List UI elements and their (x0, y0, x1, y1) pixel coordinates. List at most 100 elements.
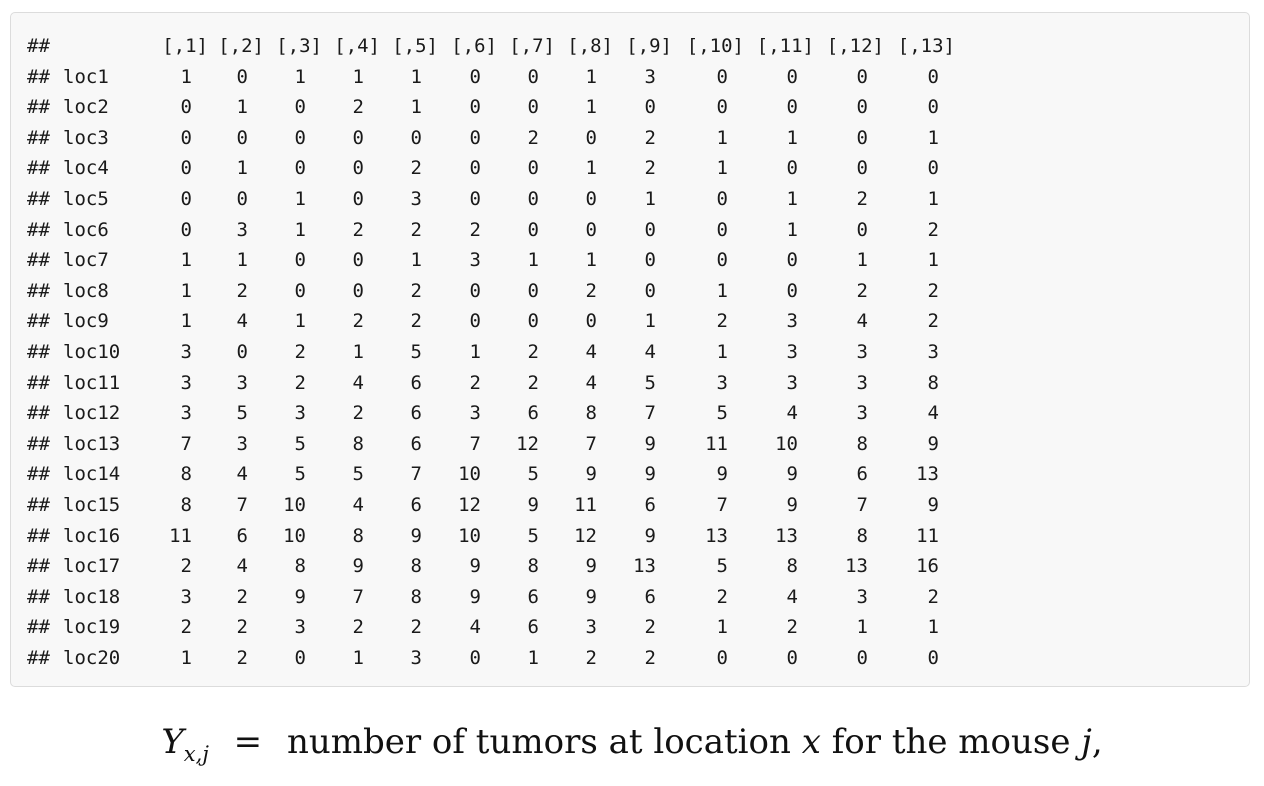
matrix-cell: 0 (927, 647, 939, 669)
matrix-cell: 9 (410, 524, 422, 547)
matrix-cell: 1 (180, 249, 192, 272)
matrix-cell: 12 (516, 432, 539, 455)
matrix-cell: 0 (236, 65, 248, 88)
column-header: [,1] (162, 35, 208, 57)
matrix-cell: 0 (716, 65, 728, 88)
matrix-cell: 0 (469, 647, 481, 669)
matrix-cell: 1 (236, 96, 248, 119)
matrix-cell: 0 (236, 188, 248, 210)
row-label: loc13 (63, 432, 121, 455)
matrix-row: ## loc5 0 0 1 0 3 0 0 0 1 0 1 2 1 (27, 184, 1237, 214)
matrix-cell: 1 (585, 65, 597, 88)
matrix-cell: 1 (180, 310, 192, 333)
matrix-row: ## loc14 8 4 5 5 7 10 5 9 9 9 9 6 13 (27, 459, 1237, 489)
code-prompt: ## (27, 647, 50, 669)
matrix-cell: 1 (786, 126, 798, 149)
matrix-cell: 6 (410, 432, 422, 455)
matrix-cell: 1 (294, 188, 306, 210)
matrix-cell: 2 (236, 279, 248, 302)
matrix-cell: 11 (916, 524, 939, 547)
matrix-cell: 0 (786, 96, 798, 119)
row-label: loc10 (63, 341, 121, 363)
matrix-row: ## loc18 3 2 9 7 8 9 6 9 6 2 4 3 2 (27, 582, 1237, 612)
matrix-cell: 3 (294, 616, 306, 639)
matrix-cell: 7 (469, 432, 481, 455)
formula-variable-x: x (801, 722, 821, 762)
matrix-row: ## loc12 3 5 3 2 6 3 6 8 7 5 4 3 4 (27, 398, 1237, 428)
matrix-cell: 5 (352, 463, 364, 486)
matrix-cell: 0 (585, 310, 597, 333)
formula-variable-y: Y (161, 722, 184, 762)
matrix-cell: 0 (180, 96, 192, 119)
matrix-cell: 3 (856, 402, 868, 425)
formula-subscript: x,j (183, 741, 209, 766)
matrix-cell: 0 (585, 126, 597, 149)
matrix-cell: 1 (180, 65, 192, 88)
matrix-cell: 2 (180, 555, 192, 578)
matrix-cell: 2 (585, 647, 597, 669)
matrix-cell: 7 (644, 402, 656, 425)
matrix-cell: 2 (644, 126, 656, 149)
matrix-cell: 0 (527, 96, 539, 119)
matrix-cell: 0 (469, 310, 481, 333)
matrix-cell: 0 (927, 96, 939, 119)
matrix-cell: 1 (786, 188, 798, 210)
matrix-cell: 3 (585, 616, 597, 639)
matrix-cell: 3 (236, 371, 248, 394)
matrix-cell: 3 (410, 188, 422, 210)
matrix-cell: 2 (410, 218, 422, 241)
matrix-cell: 0 (294, 647, 306, 669)
row-label: loc14 (63, 463, 121, 486)
code-prompt: ## (27, 310, 50, 333)
matrix-cell: 9 (585, 555, 597, 578)
matrix-cell: 6 (527, 585, 539, 608)
row-label: loc8 (63, 279, 109, 302)
row-label: loc18 (63, 585, 121, 608)
matrix-cell: 8 (786, 555, 798, 578)
matrix-cell: 6 (410, 402, 422, 425)
formula-text-mid: for the mouse (831, 722, 1071, 762)
matrix-cell: 9 (716, 463, 728, 486)
code-prompt: ## (27, 157, 50, 180)
row-label: loc4 (63, 157, 109, 180)
matrix-cell: 9 (644, 524, 656, 547)
matrix-cell: 5 (716, 402, 728, 425)
column-header: [,4] (334, 35, 380, 57)
matrix-cell: 0 (236, 341, 248, 363)
matrix-cell: 2 (352, 96, 364, 119)
matrix-cell: 0 (469, 279, 481, 302)
matrix-cell: 1 (294, 310, 306, 333)
matrix-cell: 3 (236, 218, 248, 241)
matrix-cell: 0 (716, 218, 728, 241)
matrix-cell: 1 (236, 249, 248, 272)
matrix-cell: 0 (352, 126, 364, 149)
matrix-cell: 1 (644, 188, 656, 210)
matrix-cell: 2 (527, 371, 539, 394)
matrix-cell: 10 (283, 524, 306, 547)
matrix-cell: 0 (786, 647, 798, 669)
matrix-cell: 5 (294, 432, 306, 455)
matrix-cell: 1 (585, 96, 597, 119)
code-prompt: ## (27, 585, 50, 608)
matrix-cell: 4 (585, 341, 597, 363)
matrix-cell: 7 (856, 494, 868, 516)
matrix-cell: 2 (294, 371, 306, 394)
matrix-cell: 2 (716, 585, 728, 608)
formula-variable-j: j (1081, 722, 1092, 762)
matrix-cell: 8 (410, 555, 422, 578)
matrix-cell: 9 (469, 585, 481, 608)
matrix-cell: 1 (410, 96, 422, 119)
matrix-cell: 4 (236, 310, 248, 333)
matrix-cell: 1 (786, 218, 798, 241)
matrix-cell: 10 (283, 494, 306, 516)
matrix-cell: 2 (469, 218, 481, 241)
matrix-cell: 1 (927, 126, 939, 149)
matrix-row: ## loc13 7 3 5 8 6 7 12 7 9 11 10 8 9 (27, 429, 1237, 459)
matrix-row: ## loc1 1 0 1 1 1 0 0 1 3 0 0 0 0 (27, 62, 1237, 92)
matrix-cell: 6 (644, 585, 656, 608)
matrix-cell: 1 (352, 647, 364, 669)
matrix-cell: 0 (294, 157, 306, 180)
matrix-row: ## loc7 1 1 0 0 1 3 1 1 0 0 0 1 1 (27, 245, 1237, 275)
matrix-cell: 0 (180, 188, 192, 210)
matrix-cell: 1 (644, 310, 656, 333)
